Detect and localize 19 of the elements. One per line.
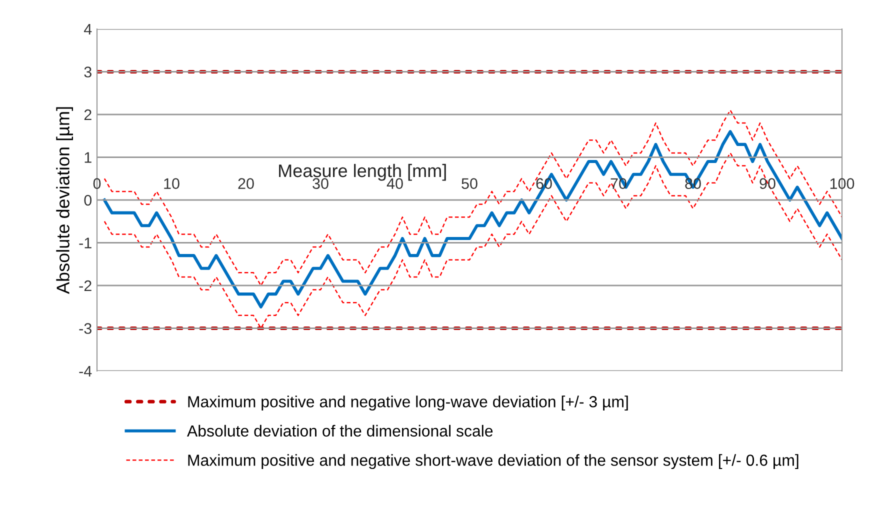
y-tick-label: 0 — [84, 194, 92, 206]
legend-label: Maximum positive and negative short-wave deviation of the sensor system [+/- 0.6 µm] — [188, 454, 798, 470]
y-tick-label: 2 — [84, 109, 92, 120]
y-tick-label: -3 — [79, 323, 92, 334]
y-tick-label: 1 — [84, 152, 92, 163]
x-tick-label: 10 — [164, 178, 180, 189]
x-tick-label: 0 — [93, 178, 101, 189]
y-tick-label: 4 — [84, 24, 92, 35]
y-tick-label: -1 — [79, 238, 92, 248]
x-tick-label: 100 — [830, 178, 854, 189]
y-tick-label: -4 — [79, 366, 92, 377]
x-tick-label: 90 — [760, 178, 776, 189]
y-tick-label: -2 — [79, 280, 92, 292]
x-tick-label: 50 — [462, 178, 478, 189]
y-tick-label: 3 — [84, 66, 92, 78]
y-axis-title: Absolute deviation [µm] — [56, 107, 73, 294]
x-tick-label: 20 — [238, 178, 254, 189]
legend-label: Absolute deviation of the dimensional scale — [187, 424, 493, 437]
legend-label: Maximum positive and negative long-wave deviation [+/- 3 µm] — [188, 396, 628, 411]
